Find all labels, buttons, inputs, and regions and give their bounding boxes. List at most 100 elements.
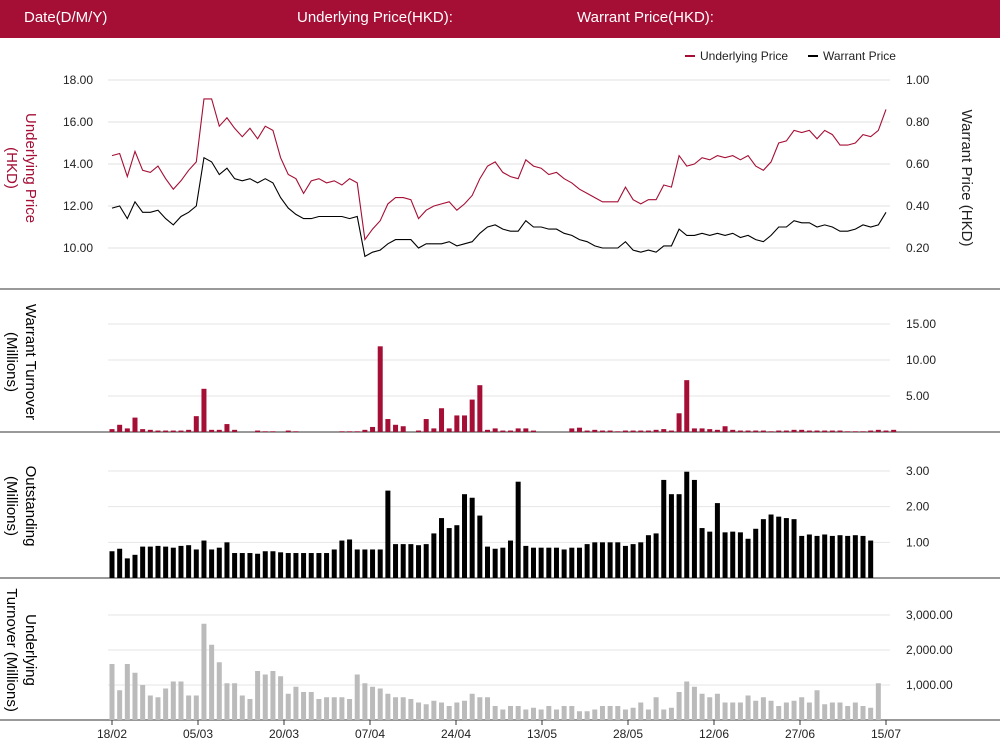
bar xyxy=(423,544,429,578)
bar xyxy=(837,535,843,578)
bar xyxy=(676,692,682,720)
bar xyxy=(109,429,115,432)
bar xyxy=(653,533,659,578)
bar xyxy=(247,553,253,578)
bar xyxy=(515,428,521,432)
bar xyxy=(791,700,797,720)
bar xyxy=(155,430,161,432)
bar xyxy=(684,380,690,432)
bar xyxy=(347,699,353,720)
bar xyxy=(155,697,161,720)
bar xyxy=(408,699,414,720)
bar xyxy=(530,707,536,720)
bar xyxy=(829,430,835,432)
y-axis-title-left: Underlying Price(HKD) xyxy=(3,113,39,223)
bar xyxy=(362,683,368,720)
x-tick-label: 27/06 xyxy=(785,727,815,741)
header-bar: Date(D/M/Y) Underlying Price(HKD): Warra… xyxy=(0,0,1000,38)
y-tick-left: 14.00 xyxy=(63,157,93,171)
bar xyxy=(722,702,728,720)
bar xyxy=(638,542,644,578)
bar xyxy=(324,697,330,720)
bar xyxy=(224,683,230,720)
bar xyxy=(416,545,422,578)
bar xyxy=(454,415,460,432)
bar xyxy=(408,544,414,578)
bar xyxy=(630,544,636,578)
bar xyxy=(232,553,238,578)
bar xyxy=(132,672,138,720)
bar xyxy=(439,408,445,432)
bar xyxy=(140,685,146,720)
bar xyxy=(109,664,115,720)
bar xyxy=(806,702,812,720)
bar xyxy=(262,551,268,578)
date-label: Date(D/M/Y) xyxy=(24,9,108,26)
bar xyxy=(224,424,230,432)
bar xyxy=(523,545,529,578)
bar xyxy=(124,428,130,432)
bar xyxy=(538,709,544,720)
bar xyxy=(860,706,866,720)
bar xyxy=(760,697,766,720)
bar xyxy=(822,430,828,432)
bar xyxy=(676,413,682,432)
bar xyxy=(806,430,812,432)
bar xyxy=(163,546,169,578)
bar xyxy=(186,429,192,432)
x-tick-label: 18/02 xyxy=(97,727,127,741)
legend-underlying: Underlying Price xyxy=(700,49,788,63)
bar xyxy=(216,547,222,578)
bar xyxy=(737,702,743,720)
bar xyxy=(622,430,628,432)
bar xyxy=(576,711,582,720)
bar xyxy=(454,525,460,578)
legend-warrant: Warrant Price xyxy=(823,49,896,63)
bar xyxy=(569,428,575,432)
bar xyxy=(607,430,613,432)
bar xyxy=(147,429,153,432)
bar xyxy=(193,695,199,720)
bar xyxy=(201,388,207,432)
bar xyxy=(132,554,138,578)
bar xyxy=(845,706,851,720)
y-tick-right: 0.40 xyxy=(906,199,930,213)
bar xyxy=(400,426,406,432)
bar xyxy=(530,430,536,432)
bar xyxy=(699,428,705,432)
bar xyxy=(500,547,506,578)
bar xyxy=(270,431,276,432)
bar xyxy=(515,706,521,720)
bar xyxy=(799,535,805,578)
bar xyxy=(845,431,851,432)
bar xyxy=(485,429,491,432)
bar xyxy=(569,547,575,578)
bar xyxy=(362,429,368,432)
bar xyxy=(584,544,590,578)
bar xyxy=(783,702,789,720)
x-tick-label: 05/03 xyxy=(183,727,213,741)
bar xyxy=(852,702,858,720)
bar xyxy=(852,535,858,578)
bar xyxy=(446,706,452,720)
bar xyxy=(615,431,621,432)
bar xyxy=(255,553,261,578)
bar xyxy=(232,429,238,432)
x-tick-label: 07/04 xyxy=(355,727,385,741)
bar xyxy=(362,549,368,578)
bar xyxy=(852,431,858,432)
bar xyxy=(829,535,835,578)
y-tick-right: 0.60 xyxy=(906,157,930,171)
bar xyxy=(546,706,552,720)
bar xyxy=(699,528,705,578)
bar xyxy=(232,683,238,720)
bar xyxy=(569,706,575,720)
bar xyxy=(377,346,383,432)
bar xyxy=(393,544,399,578)
bar xyxy=(883,430,889,432)
bar xyxy=(814,535,820,578)
bar xyxy=(354,549,360,578)
bar xyxy=(469,497,475,578)
bar xyxy=(722,426,728,432)
bar xyxy=(178,545,184,578)
